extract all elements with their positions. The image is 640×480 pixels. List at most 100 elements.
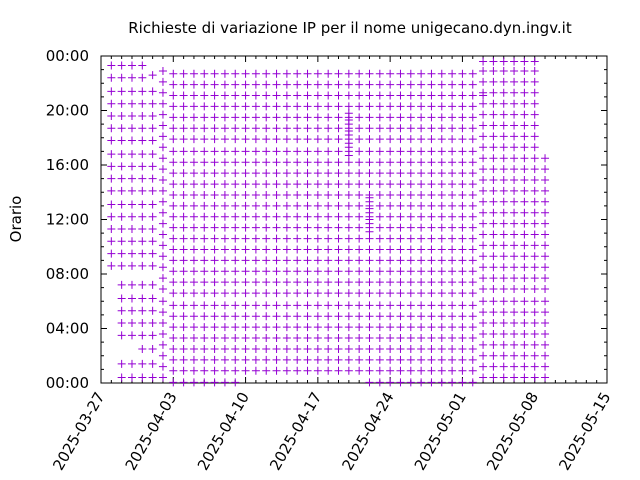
data-point bbox=[169, 102, 178, 111]
data-point bbox=[107, 174, 116, 183]
data-point bbox=[334, 267, 343, 276]
y-tick-label: 00:00 bbox=[46, 374, 89, 392]
data-point bbox=[375, 102, 384, 111]
data-point bbox=[541, 351, 550, 360]
data-point bbox=[127, 280, 136, 289]
data-point bbox=[334, 301, 343, 310]
data-point bbox=[138, 373, 147, 382]
data-point bbox=[427, 102, 436, 111]
data-point bbox=[262, 312, 271, 321]
data-point bbox=[313, 223, 322, 232]
data-point bbox=[293, 256, 302, 265]
data-point bbox=[541, 263, 550, 272]
data-point bbox=[396, 212, 405, 221]
data-point bbox=[148, 344, 157, 353]
data-point bbox=[489, 121, 498, 130]
data-point bbox=[499, 121, 508, 130]
data-point bbox=[293, 366, 302, 375]
data-point bbox=[189, 212, 198, 221]
data-point bbox=[282, 135, 291, 144]
data-point bbox=[189, 69, 198, 78]
data-point bbox=[530, 88, 539, 97]
data-point bbox=[489, 340, 498, 349]
data-point bbox=[282, 278, 291, 287]
data-point bbox=[489, 88, 498, 97]
data-point bbox=[272, 135, 281, 144]
data-point bbox=[489, 297, 498, 306]
data-point bbox=[386, 201, 395, 210]
data-point bbox=[241, 91, 250, 100]
data-point bbox=[499, 154, 508, 163]
data-point bbox=[107, 200, 116, 209]
data-point bbox=[231, 378, 240, 387]
data-point bbox=[282, 158, 291, 167]
data-point bbox=[427, 234, 436, 243]
data-point bbox=[489, 208, 498, 217]
data-point bbox=[251, 91, 260, 100]
data-point bbox=[468, 312, 477, 321]
data-point bbox=[241, 245, 250, 254]
data-point bbox=[520, 362, 529, 371]
data-point bbox=[200, 355, 209, 364]
data-point bbox=[510, 263, 519, 272]
data-point bbox=[541, 208, 550, 217]
data-point bbox=[324, 245, 333, 254]
data-point bbox=[272, 334, 281, 343]
data-point bbox=[138, 249, 147, 258]
data-point bbox=[262, 180, 271, 189]
data-point bbox=[241, 223, 250, 232]
data-point bbox=[417, 278, 426, 287]
data-point bbox=[324, 80, 333, 89]
data-point bbox=[468, 289, 477, 298]
data-point bbox=[530, 165, 539, 174]
data-point bbox=[479, 186, 488, 195]
y-tick-label: 12:00 bbox=[46, 211, 89, 229]
data-point bbox=[427, 69, 436, 78]
data-point bbox=[169, 135, 178, 144]
data-point bbox=[499, 88, 508, 97]
data-point bbox=[282, 147, 291, 156]
data-point bbox=[127, 249, 136, 258]
data-point bbox=[169, 344, 178, 353]
y-tick-label: 16:00 bbox=[46, 156, 89, 174]
data-point bbox=[386, 169, 395, 178]
data-point bbox=[489, 362, 498, 371]
data-point bbox=[375, 323, 384, 332]
data-point bbox=[282, 289, 291, 298]
data-point bbox=[293, 169, 302, 178]
data-point bbox=[313, 344, 322, 353]
data-point bbox=[169, 80, 178, 89]
data-point bbox=[251, 289, 260, 298]
data-point bbox=[324, 158, 333, 167]
data-point bbox=[375, 113, 384, 122]
data-point bbox=[313, 323, 322, 332]
data-point bbox=[479, 208, 488, 217]
data-point bbox=[458, 102, 467, 111]
data-point bbox=[355, 366, 364, 375]
data-point bbox=[313, 245, 322, 254]
data-point bbox=[520, 351, 529, 360]
data-point bbox=[117, 162, 126, 171]
data-point bbox=[189, 113, 198, 122]
data-point bbox=[334, 124, 343, 133]
data-point bbox=[158, 362, 167, 371]
data-point bbox=[262, 113, 271, 122]
data-point bbox=[417, 289, 426, 298]
data-point bbox=[375, 267, 384, 276]
data-point bbox=[427, 180, 436, 189]
data-point bbox=[189, 190, 198, 199]
data-point bbox=[148, 71, 157, 80]
data-point bbox=[530, 373, 539, 382]
data-point bbox=[282, 355, 291, 364]
data-point bbox=[437, 80, 446, 89]
data-point bbox=[210, 344, 219, 353]
data-point bbox=[303, 278, 312, 287]
data-point bbox=[179, 312, 188, 321]
data-point bbox=[437, 323, 446, 332]
data-point bbox=[169, 169, 178, 178]
data-point bbox=[406, 378, 415, 387]
data-point bbox=[169, 223, 178, 232]
data-point bbox=[148, 212, 157, 221]
data-point bbox=[355, 344, 364, 353]
data-point bbox=[210, 69, 219, 78]
